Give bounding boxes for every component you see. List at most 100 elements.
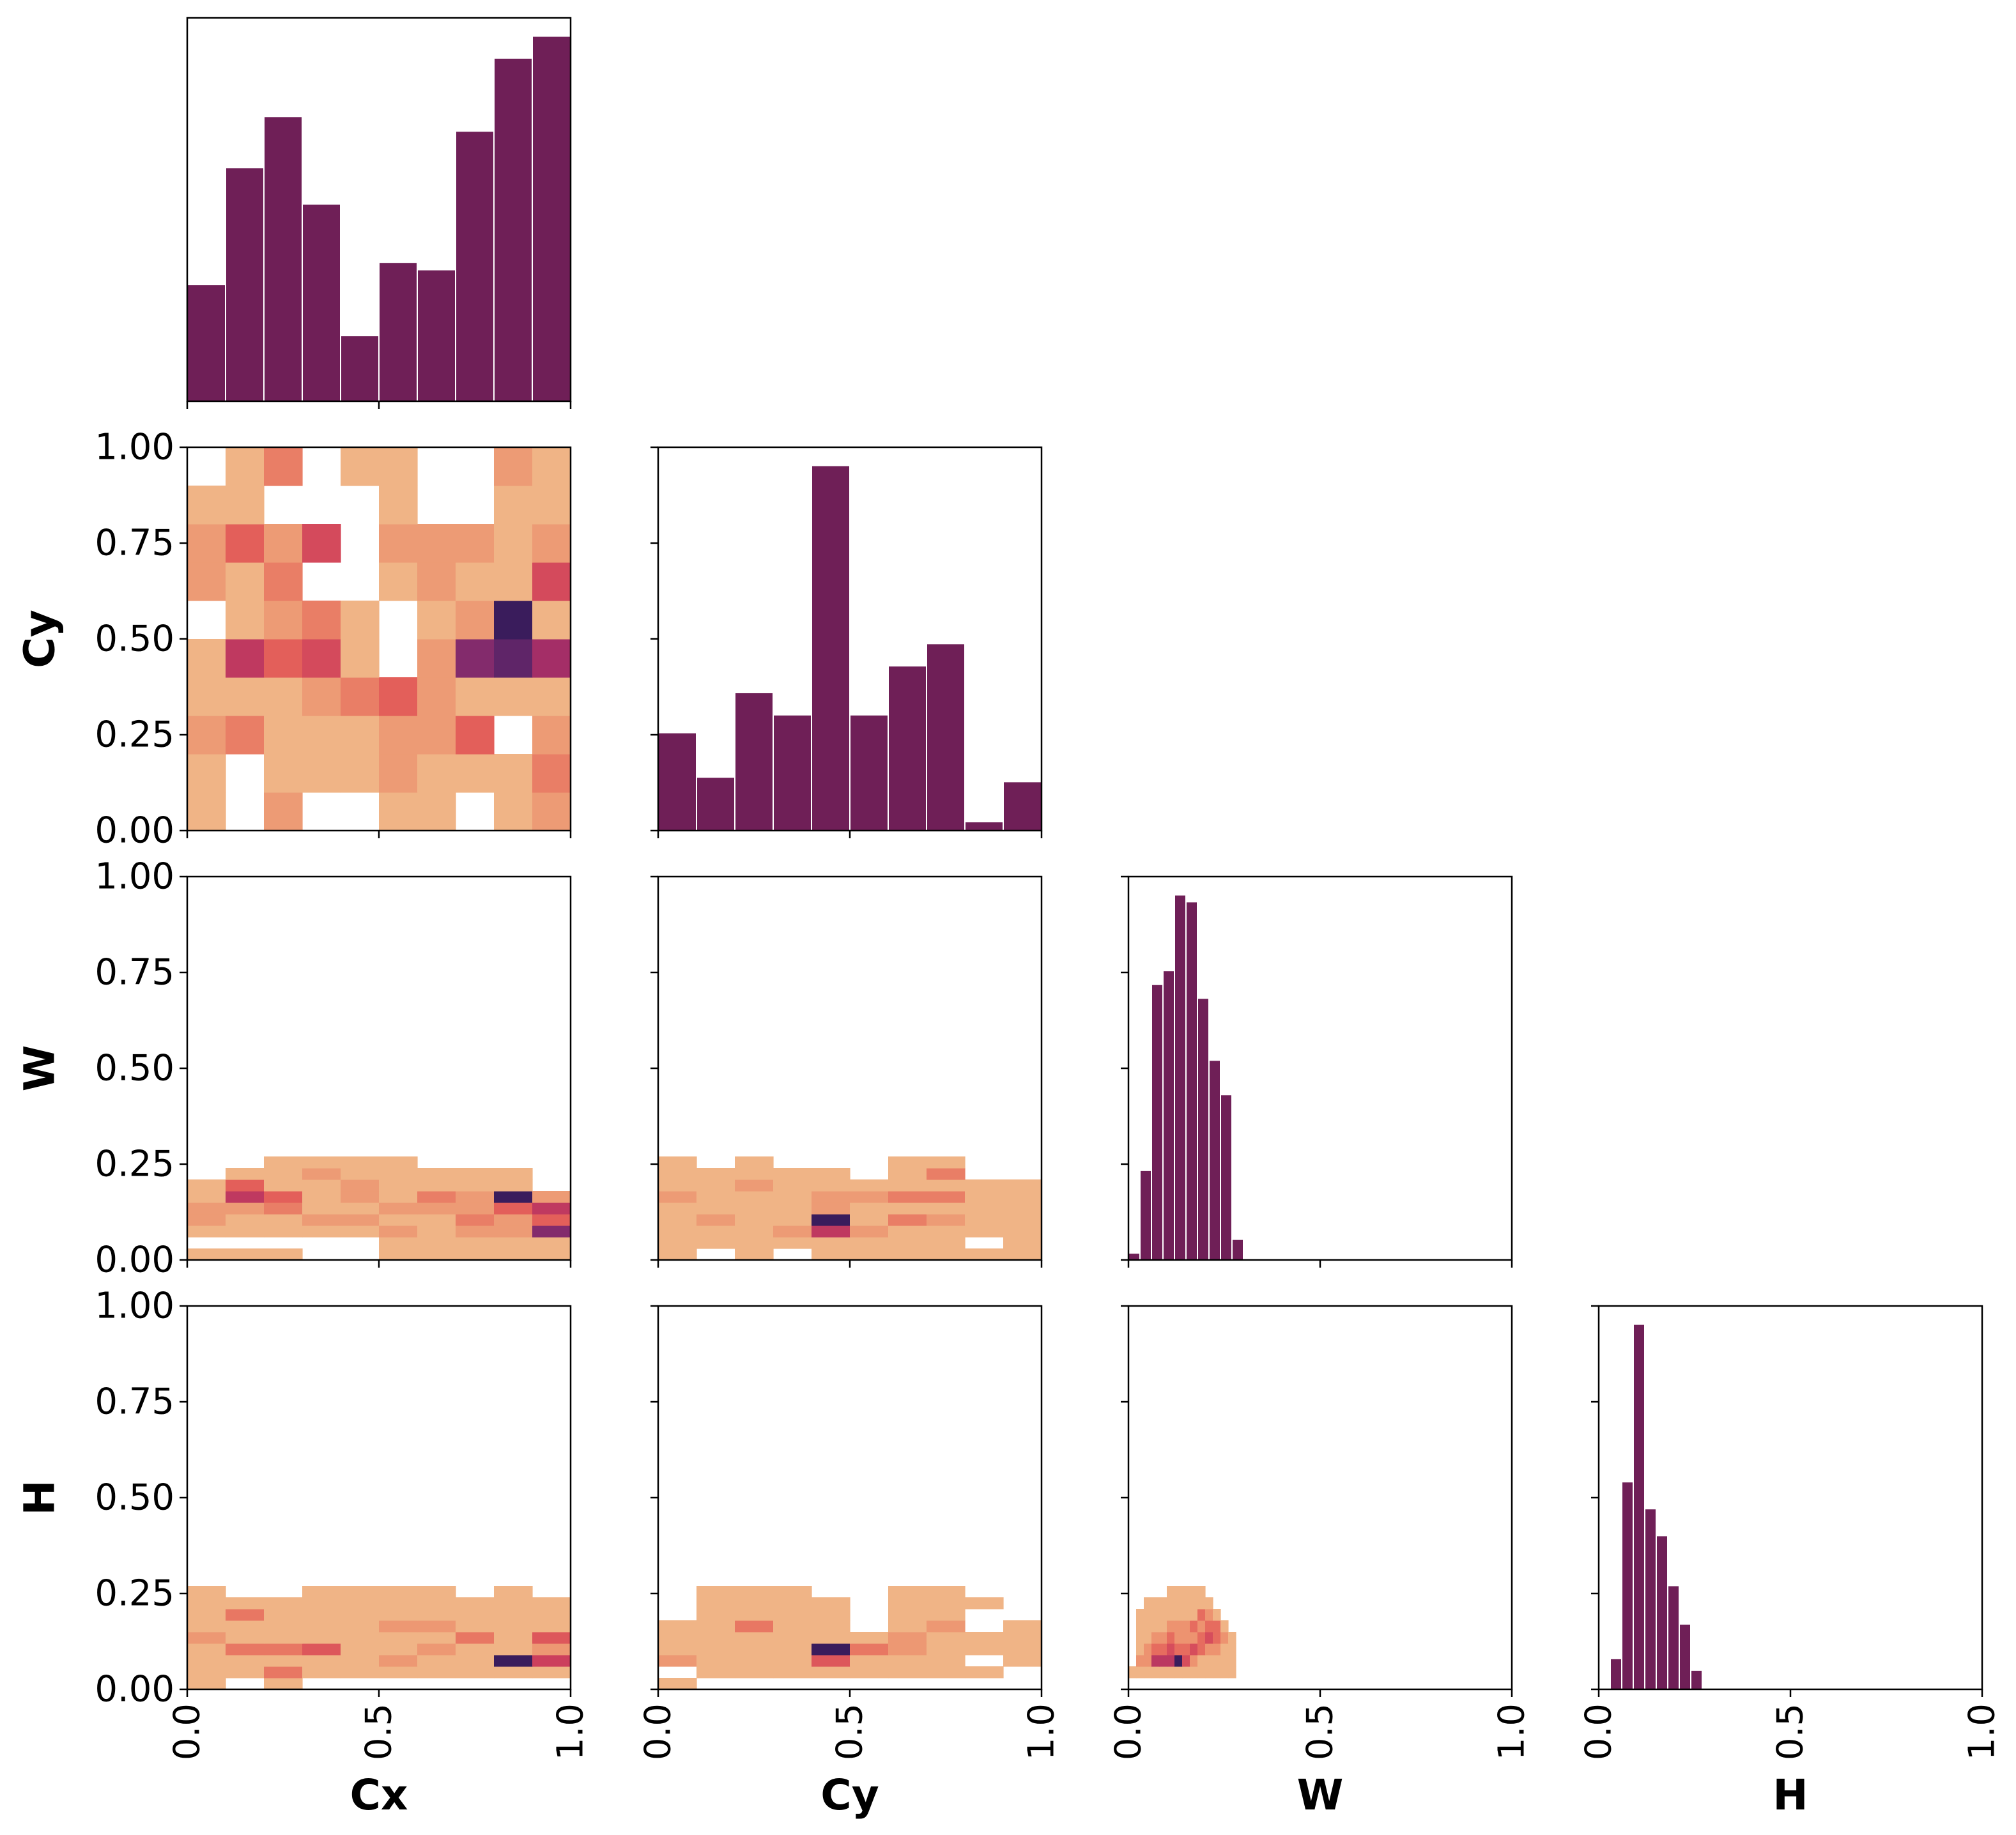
heatmap-cell	[226, 1620, 265, 1632]
heatmap-cell	[187, 1678, 226, 1690]
heatmap-cell	[264, 1609, 303, 1621]
heatmap-cell	[302, 754, 341, 793]
heatmap-cell	[494, 1248, 533, 1261]
heatmap-cell	[456, 639, 495, 678]
histogram-bar	[1656, 1535, 1668, 1690]
heatmap-cell	[532, 1632, 571, 1644]
heatmap-cell	[1197, 1632, 1206, 1644]
heatmap-cell	[456, 1237, 495, 1249]
heatmap-cell	[226, 447, 265, 486]
heatmap-cell	[494, 1655, 533, 1667]
heatmap-cell	[264, 1666, 303, 1678]
heatmap-cell	[1197, 1655, 1206, 1667]
histogram-bar	[455, 130, 495, 402]
heatmap-cell	[532, 1202, 571, 1215]
heatmap-cell	[187, 1643, 226, 1655]
heatmap-cell	[1182, 1597, 1190, 1609]
histogram-bar	[1220, 1094, 1233, 1261]
heatmap-cell	[532, 447, 571, 486]
heatmap-cell	[532, 1191, 571, 1203]
heatmap-cell	[1159, 1643, 1167, 1655]
heatmap-cell	[1003, 1655, 1042, 1667]
heatmap-cell	[1167, 1586, 1175, 1598]
heatmap-cell	[264, 1191, 303, 1203]
heatmap-cell	[773, 1202, 812, 1215]
heatmap-cell	[658, 1202, 697, 1215]
heatmap-cell	[1159, 1632, 1167, 1644]
heatmap-cell	[187, 639, 226, 678]
heatmap-cell	[888, 1666, 927, 1678]
heatmap-cell	[264, 1597, 303, 1609]
heatmap-cell	[696, 1643, 735, 1655]
histogram-bar	[734, 691, 774, 832]
heatmap-cell	[456, 1248, 495, 1261]
heatmap-w-vs-h: 0.0 0.5 1.0	[1108, 1305, 1533, 1760]
heatmap-cell	[341, 601, 380, 640]
heatmap-cell	[494, 677, 533, 716]
heatmap-cell	[965, 1225, 1004, 1238]
heatmap-cell	[226, 1202, 265, 1215]
heatmap-cell	[658, 1179, 697, 1192]
heatmap-cx-vs-h: 0.0 0.5 1.0 0.00 0.25 0.50 0.75 1.00	[95, 1286, 591, 1761]
heatmap-cell	[1144, 1609, 1152, 1621]
heatmap-cell	[264, 1620, 303, 1632]
heatmap-cell	[341, 1156, 380, 1169]
heatmap-cell	[264, 1632, 303, 1644]
heatmap-cell	[1136, 1620, 1144, 1632]
x-axis-title-cx: Cx	[350, 1770, 408, 1820]
heatmap-cell	[302, 1643, 341, 1655]
heatmap-cell	[264, 754, 303, 793]
histogram-bar	[1667, 1585, 1680, 1691]
heatmap-cell	[302, 1202, 341, 1215]
heatmap-cell	[456, 677, 495, 716]
heatmap-cell	[187, 1666, 226, 1678]
heatmap-cell	[302, 639, 341, 678]
heatmap-cell	[341, 1609, 380, 1621]
histogram-h: 0.0 0.5 1.0	[1578, 1305, 2003, 1760]
heatmap-cell	[1190, 1643, 1198, 1655]
heatmap-cell	[302, 716, 341, 755]
heatmap-cell	[494, 524, 533, 563]
heatmap-cell	[226, 524, 265, 563]
heatmap-cell	[456, 1191, 495, 1203]
heatmap-cell	[965, 1666, 1004, 1678]
histogram-bar	[964, 821, 1004, 832]
heatmap-cell	[532, 1225, 571, 1238]
y-axis-title-w: W	[15, 1045, 65, 1092]
heatmap-cell	[1167, 1655, 1175, 1667]
heatmap-cell	[1003, 1620, 1042, 1632]
heatmap-cell	[696, 1655, 735, 1667]
heatmap-cell	[417, 562, 456, 601]
heatmap-cell	[417, 677, 456, 716]
heatmap-cell	[264, 1214, 303, 1226]
heatmap-cell	[417, 1586, 456, 1598]
heatmap-cell	[658, 1191, 697, 1203]
heatmap-cell	[379, 677, 418, 716]
heatmap-cell	[379, 1643, 418, 1655]
x-axis-title-cy: Cy	[820, 1770, 879, 1820]
heatmap-cell	[264, 447, 303, 486]
heatmap-cell	[735, 1202, 774, 1215]
heatmap-cell	[1213, 1620, 1221, 1632]
x-tick-label: 0.0	[638, 1703, 679, 1760]
heatmap-cell	[456, 1168, 495, 1180]
heatmap-cell	[1182, 1620, 1190, 1632]
heatmap-cell	[379, 524, 418, 563]
heatmap-cell	[456, 1620, 495, 1632]
heatmap-cell	[264, 601, 303, 640]
heatmap-cell	[1190, 1597, 1198, 1609]
x-tick-label: 0.5	[1300, 1703, 1341, 1760]
heatmap-cell	[850, 1214, 889, 1226]
x-tick-label: 0.5	[829, 1703, 871, 1760]
heatmap-cell	[850, 1179, 889, 1192]
heatmap-cell	[1174, 1586, 1183, 1598]
heatmap-cell	[494, 754, 533, 793]
heatmap-cell	[494, 1168, 533, 1180]
heatmap-cell	[812, 1237, 850, 1249]
heatmap-cell	[735, 1609, 774, 1621]
heatmap-cell	[1003, 1248, 1042, 1261]
y-tick-label: 1.00	[95, 856, 174, 898]
y-tick-label: 1.00	[95, 427, 174, 468]
heatmap-cell	[1220, 1632, 1229, 1644]
